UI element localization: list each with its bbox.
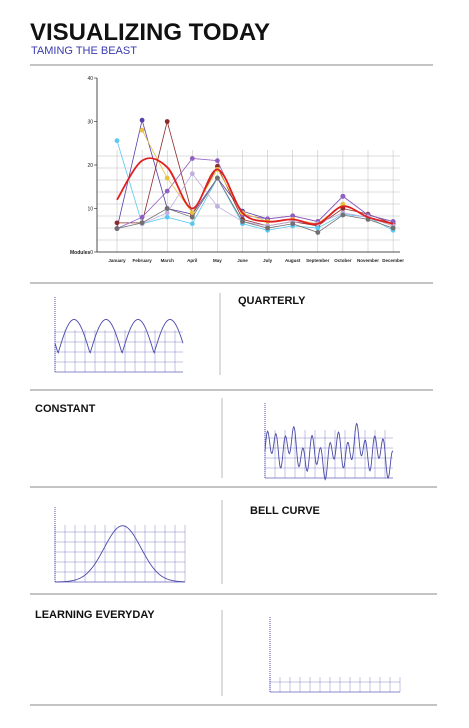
pattern-sketches bbox=[54, 297, 401, 693]
point bbox=[114, 226, 120, 231]
x-tick-label: July bbox=[263, 258, 273, 263]
point bbox=[164, 119, 170, 124]
series-line bbox=[116, 120, 394, 229]
point bbox=[139, 214, 145, 220]
point bbox=[189, 214, 195, 220]
point bbox=[164, 214, 170, 220]
point bbox=[290, 213, 296, 219]
series-line bbox=[116, 157, 394, 226]
point bbox=[240, 219, 245, 224]
point bbox=[189, 221, 195, 227]
line-chart: 0 10 20 30 40 Modules January February March Apri… bbox=[70, 76, 404, 263]
series-line bbox=[116, 140, 394, 231]
y-tick-label: 0 bbox=[90, 250, 93, 256]
point bbox=[114, 220, 120, 226]
series-line bbox=[116, 177, 394, 233]
point bbox=[340, 212, 346, 218]
x-tick-label: January bbox=[108, 258, 126, 263]
point bbox=[164, 188, 170, 194]
point bbox=[290, 221, 296, 227]
x-tick-label: April bbox=[187, 258, 197, 263]
point bbox=[189, 171, 195, 177]
panel-label: QUARTERLY bbox=[238, 295, 306, 307]
point bbox=[315, 225, 321, 231]
x-tick-label: October bbox=[334, 258, 352, 263]
x-tick-label: September bbox=[306, 258, 330, 263]
sketch-curve bbox=[264, 422, 394, 481]
x-tick-label: May bbox=[213, 258, 222, 263]
point bbox=[390, 225, 396, 231]
point bbox=[215, 158, 220, 164]
point bbox=[340, 193, 346, 199]
subtitle: TAMING THE BEAST bbox=[31, 45, 137, 57]
x-tick-label: August bbox=[285, 258, 301, 263]
point bbox=[215, 203, 220, 209]
point bbox=[164, 210, 170, 216]
panel-label: LEARNING EVERYDAY bbox=[35, 609, 155, 621]
point bbox=[215, 175, 220, 181]
x-tick-label: December bbox=[382, 258, 404, 263]
point bbox=[114, 138, 120, 144]
point bbox=[265, 225, 270, 231]
point bbox=[189, 156, 195, 161]
series-line bbox=[116, 158, 394, 229]
y-tick-label: 10 bbox=[87, 207, 93, 213]
point bbox=[164, 206, 170, 211]
point bbox=[139, 127, 145, 133]
panel-label: BELL CURVE bbox=[250, 505, 320, 517]
x-tick-label: February bbox=[132, 258, 152, 263]
y-tick-label: 30 bbox=[87, 120, 93, 126]
y-tick-label: 20 bbox=[87, 163, 93, 169]
sketch-curve bbox=[54, 525, 186, 583]
panel-label: CONSTANT bbox=[35, 403, 96, 415]
x-tick-label: March bbox=[161, 258, 175, 263]
y-axis-label: Modules bbox=[70, 250, 90, 256]
x-tick-label: June bbox=[237, 258, 248, 263]
sketch-curve bbox=[54, 319, 184, 354]
point bbox=[189, 210, 195, 216]
point bbox=[139, 220, 145, 226]
series-line bbox=[117, 119, 394, 227]
x-tick-label: November bbox=[357, 258, 379, 263]
point bbox=[139, 117, 145, 123]
point bbox=[340, 201, 346, 207]
point bbox=[315, 230, 321, 235]
y-tick-label: 40 bbox=[87, 76, 93, 82]
title: VISUALIZING TODAY bbox=[30, 19, 270, 46]
point bbox=[164, 175, 170, 181]
